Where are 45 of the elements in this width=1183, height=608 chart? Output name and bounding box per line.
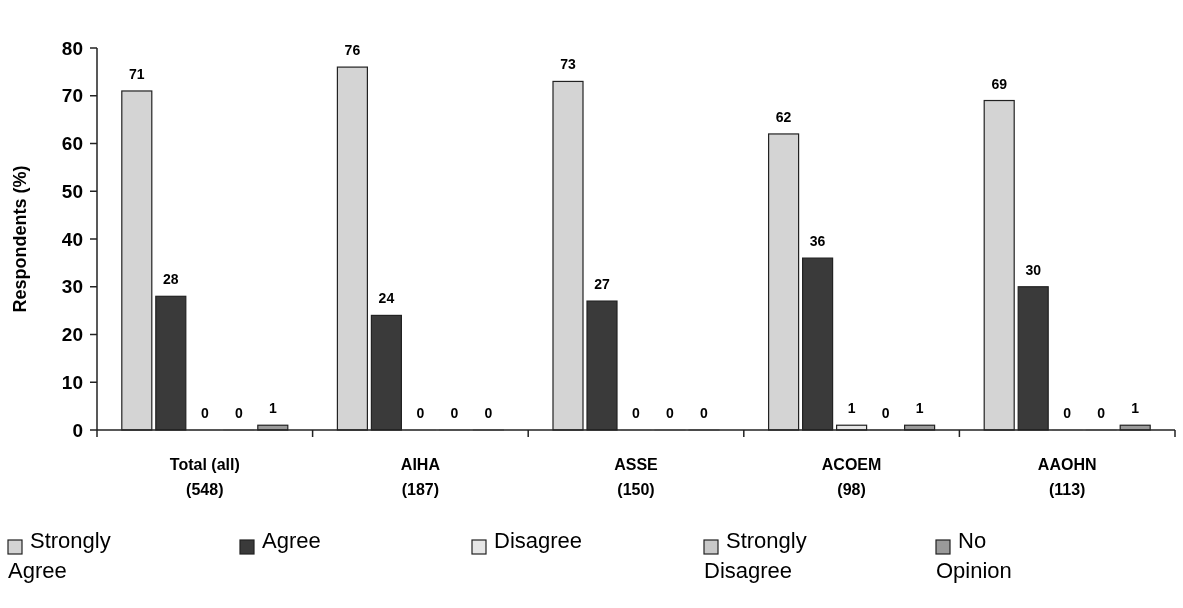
- data-label: 1: [268, 400, 277, 417]
- y-tick-label: 40: [61, 228, 83, 250]
- y-tick-label: 10: [61, 371, 83, 393]
- data-label: 1: [847, 400, 856, 417]
- legend-label: Disagree: [494, 528, 583, 553]
- data-label: 30: [1025, 261, 1042, 278]
- y-tick-label: 30: [61, 276, 83, 298]
- y-tick-label: 50: [61, 180, 83, 202]
- data-label: 71: [129, 65, 145, 82]
- data-label: 0: [700, 405, 709, 421]
- x-tick-label: AAOHN (113): [1037, 456, 1097, 498]
- data-label: 0: [1097, 405, 1106, 421]
- y-tick-label: 0: [72, 419, 83, 441]
- data-label: 0: [1063, 405, 1072, 421]
- data-label: 0: [450, 405, 459, 421]
- y-axis-title: Respondents (%): [10, 165, 30, 313]
- x-tick-label: ACOEM (98): [821, 456, 882, 498]
- data-label: 62: [775, 108, 792, 125]
- data-label: 1: [915, 400, 924, 417]
- y-tick-label: 60: [61, 133, 83, 155]
- legend-label: Strongly Disagree: [704, 528, 807, 583]
- y-tick-label: 70: [61, 85, 83, 107]
- data-label: 69: [991, 75, 1008, 92]
- y-tick-label: 80: [61, 37, 83, 59]
- data-label: 0: [666, 405, 675, 421]
- y-tick-label: 20: [61, 324, 83, 346]
- data-label: 76: [344, 42, 361, 59]
- data-label: 0: [200, 405, 209, 421]
- legend-label: No Opinion: [936, 528, 1012, 583]
- data-label: 28: [163, 271, 179, 288]
- x-tick-label: AIHA (187): [400, 456, 441, 498]
- legend-label: Strongly Agree: [8, 528, 111, 583]
- data-label: 0: [484, 405, 493, 421]
- data-label: 36: [809, 233, 826, 250]
- data-label: 0: [632, 405, 641, 421]
- data-label: 24: [378, 290, 395, 307]
- data-label: 73: [560, 56, 576, 73]
- x-tick-label: Total (all) (548): [169, 456, 240, 498]
- data-label: 0: [416, 405, 425, 421]
- x-tick-label: ASSE (150): [614, 456, 659, 498]
- legend-label: Agree: [262, 528, 321, 553]
- data-label: 1: [1131, 400, 1140, 417]
- data-label: 0: [881, 405, 890, 421]
- data-label: 0: [234, 405, 243, 421]
- data-label: 27: [594, 276, 610, 293]
